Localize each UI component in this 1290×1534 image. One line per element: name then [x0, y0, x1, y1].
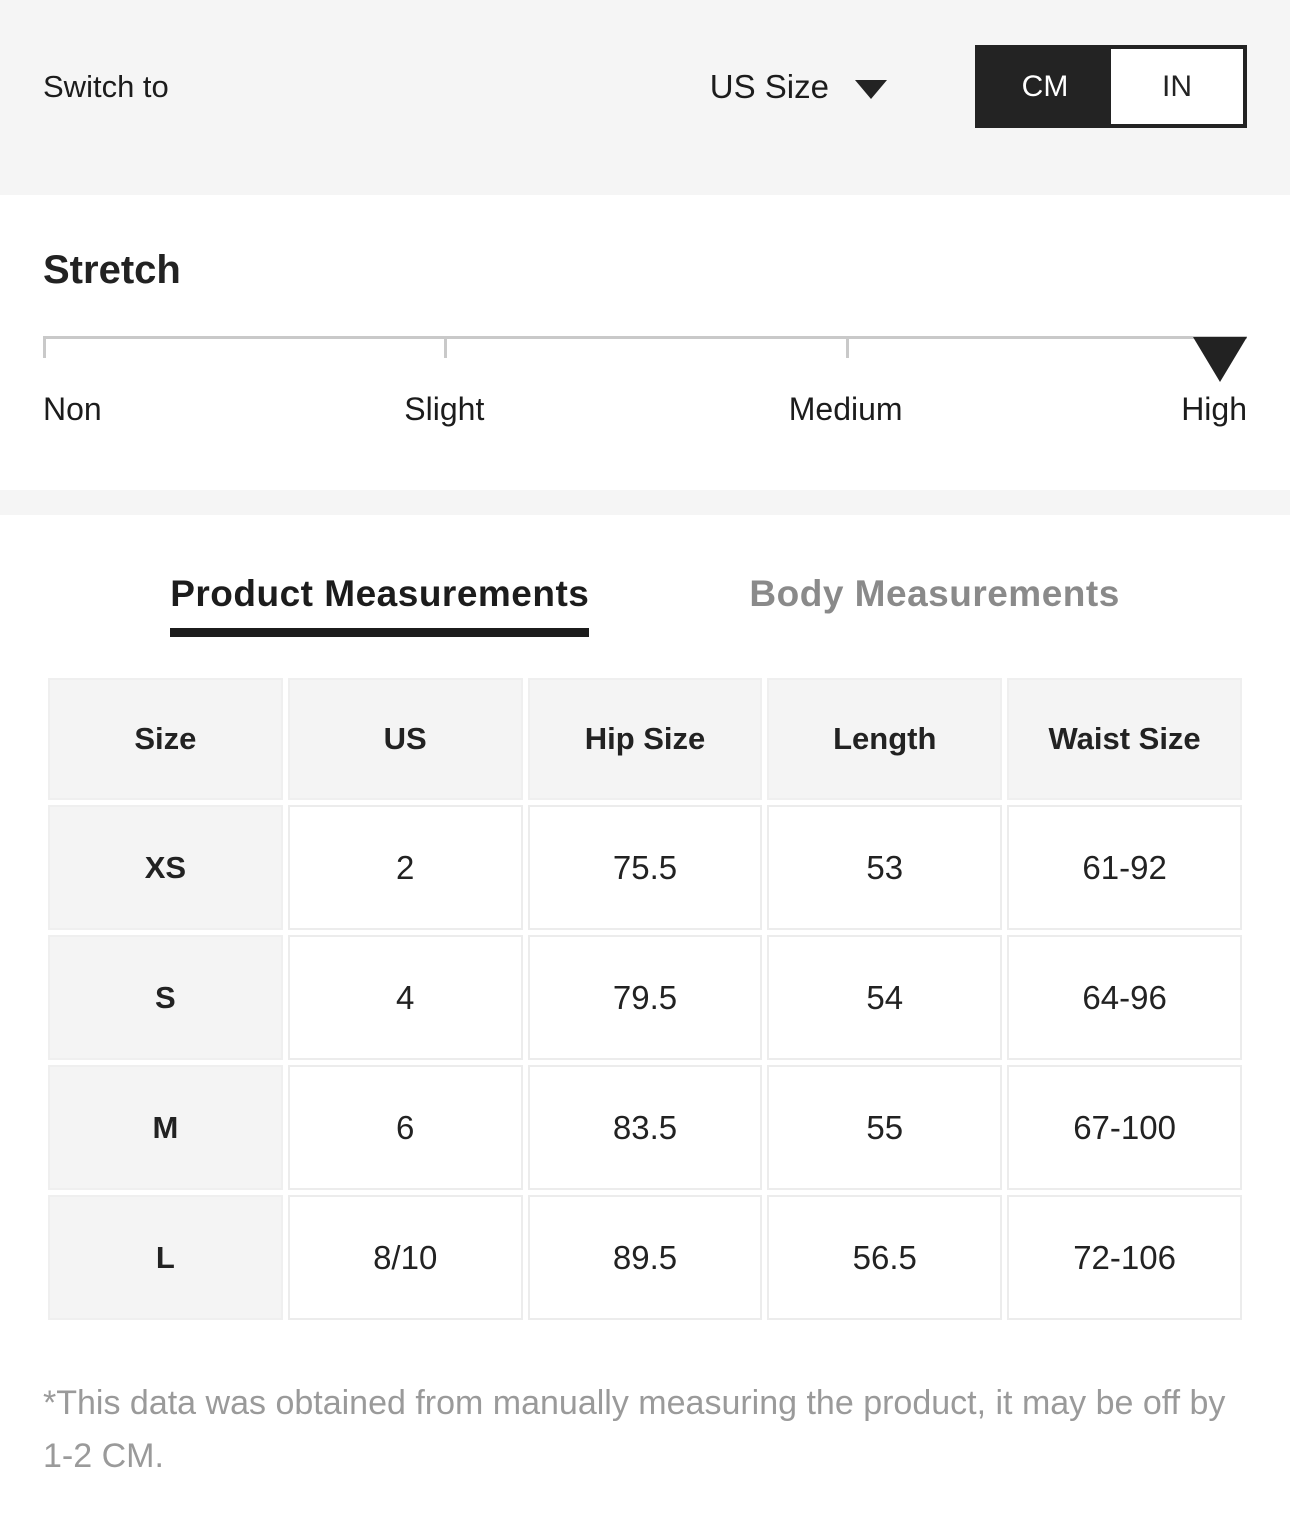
table-row: M 6 83.5 55 67-100	[48, 1065, 1242, 1190]
value-cell: 8/10	[287, 1195, 523, 1320]
value-cell: 56.5	[767, 1195, 1003, 1320]
unit-in-button[interactable]: IN	[1111, 49, 1243, 124]
table-row: XS 2 75.5 53 61-92	[48, 805, 1242, 930]
value-cell: 67-100	[1007, 1065, 1242, 1190]
value-cell: 54	[767, 935, 1003, 1060]
measurement-tabs: Product Measurements Body Measurements	[43, 573, 1247, 637]
size-cell: L	[48, 1195, 283, 1320]
value-cell: 72-106	[1007, 1195, 1242, 1320]
stretch-scale-tick	[845, 339, 849, 358]
column-header: US	[287, 678, 523, 800]
unit-cm-button[interactable]: CM	[979, 49, 1111, 124]
stretch-level-label-high: High	[1181, 391, 1247, 427]
stretch-scale-line	[43, 336, 1247, 339]
stretch-scale-tick	[444, 339, 448, 358]
size-cell: S	[48, 935, 283, 1060]
tab-product-measurements[interactable]: Product Measurements	[170, 573, 590, 637]
stretch-scale: Non Slight Medium High	[43, 336, 1247, 476]
stretch-scale-tick	[43, 339, 46, 358]
topbar-row: Switch to US Size CM IN	[43, 45, 1247, 128]
stretch-level-label-non: Non	[43, 391, 102, 427]
column-header: Length	[767, 678, 1003, 800]
stretch-title: Stretch	[43, 248, 181, 292]
column-header: Size	[48, 678, 283, 800]
value-cell: 83.5	[527, 1065, 763, 1190]
stretch-level-indicator-icon	[1193, 337, 1247, 382]
measurements-section: Product Measurements Body Measurements S…	[0, 515, 1290, 1483]
chevron-down-icon	[855, 80, 887, 99]
size-cell: M	[48, 1065, 283, 1190]
size-cell: XS	[48, 805, 283, 930]
tab-body-measurements[interactable]: Body Measurements	[749, 573, 1120, 614]
value-cell: 61-92	[1007, 805, 1242, 930]
size-standard-value: US Size	[709, 67, 829, 105]
measurement-disclaimer: *This data was obtained from manually me…	[43, 1384, 1226, 1476]
value-cell: 64-96	[1007, 935, 1242, 1060]
table-header-row: Size US Hip Size Length Waist Size	[48, 678, 1242, 800]
table-row: L 8/10 89.5 56.5 72-106	[48, 1195, 1242, 1320]
value-cell: 89.5	[527, 1195, 763, 1320]
column-header: Hip Size	[527, 678, 763, 800]
size-measurements-table: Size US Hip Size Length Waist Size XS 2 75.5 53…	[43, 673, 1247, 1325]
column-header: Waist Size	[1007, 678, 1242, 800]
value-cell: 6	[287, 1065, 523, 1190]
value-cell: 2	[287, 805, 523, 930]
stretch-level-label-slight: Slight	[404, 391, 485, 427]
value-cell: 75.5	[527, 805, 763, 930]
value-cell: 53	[767, 805, 1003, 930]
size-standard-dropdown[interactable]: US Size	[710, 68, 887, 106]
value-cell: 4	[287, 935, 523, 1060]
table-header: Size US Hip Size Length Waist Size	[48, 678, 1242, 800]
value-cell: 55	[767, 1065, 1003, 1190]
section-separator	[0, 490, 1290, 515]
size-guide-topbar: Switch to US Size CM IN	[0, 0, 1290, 195]
stretch-level-label-medium: Medium	[788, 391, 903, 427]
table-body: XS 2 75.5 53 61-92 S 4 79.5 54 64-96 M 6 83.5 55 67-10…	[48, 805, 1242, 1320]
switch-to-label: Switch to	[43, 68, 169, 104]
table-row: S 4 79.5 54 64-96	[48, 935, 1242, 1060]
stretch-section: Stretch Non Slight Medium High	[0, 195, 1290, 490]
unit-toggle: CM IN	[975, 45, 1247, 128]
value-cell: 79.5	[527, 935, 763, 1060]
